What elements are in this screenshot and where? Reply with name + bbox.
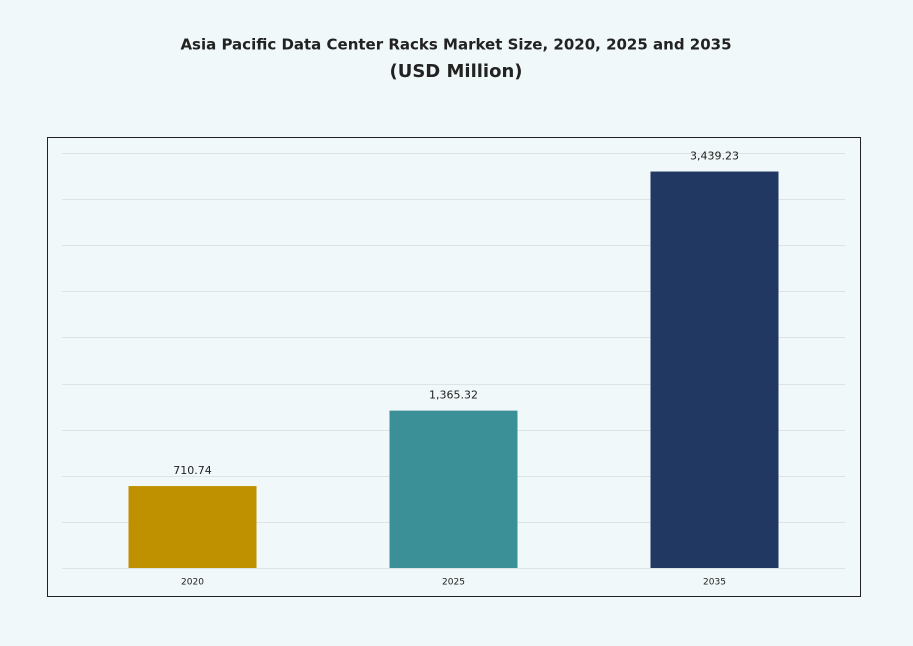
bar: [128, 486, 257, 568]
value-label: 1,365.32: [429, 389, 478, 402]
bar: [389, 410, 518, 568]
x-tick-label: 2020: [181, 578, 204, 588]
chart-title: Asia Pacific Data Center Racks Market Si…: [180, 36, 731, 54]
x-tick-label: 2025: [442, 578, 465, 588]
chart-subtitle: (USD Million): [389, 61, 522, 82]
value-label: 710.74: [173, 464, 212, 477]
bar: [650, 171, 779, 568]
x-tick-label: 2035: [703, 578, 726, 588]
value-label: 3,439.23: [690, 150, 739, 163]
